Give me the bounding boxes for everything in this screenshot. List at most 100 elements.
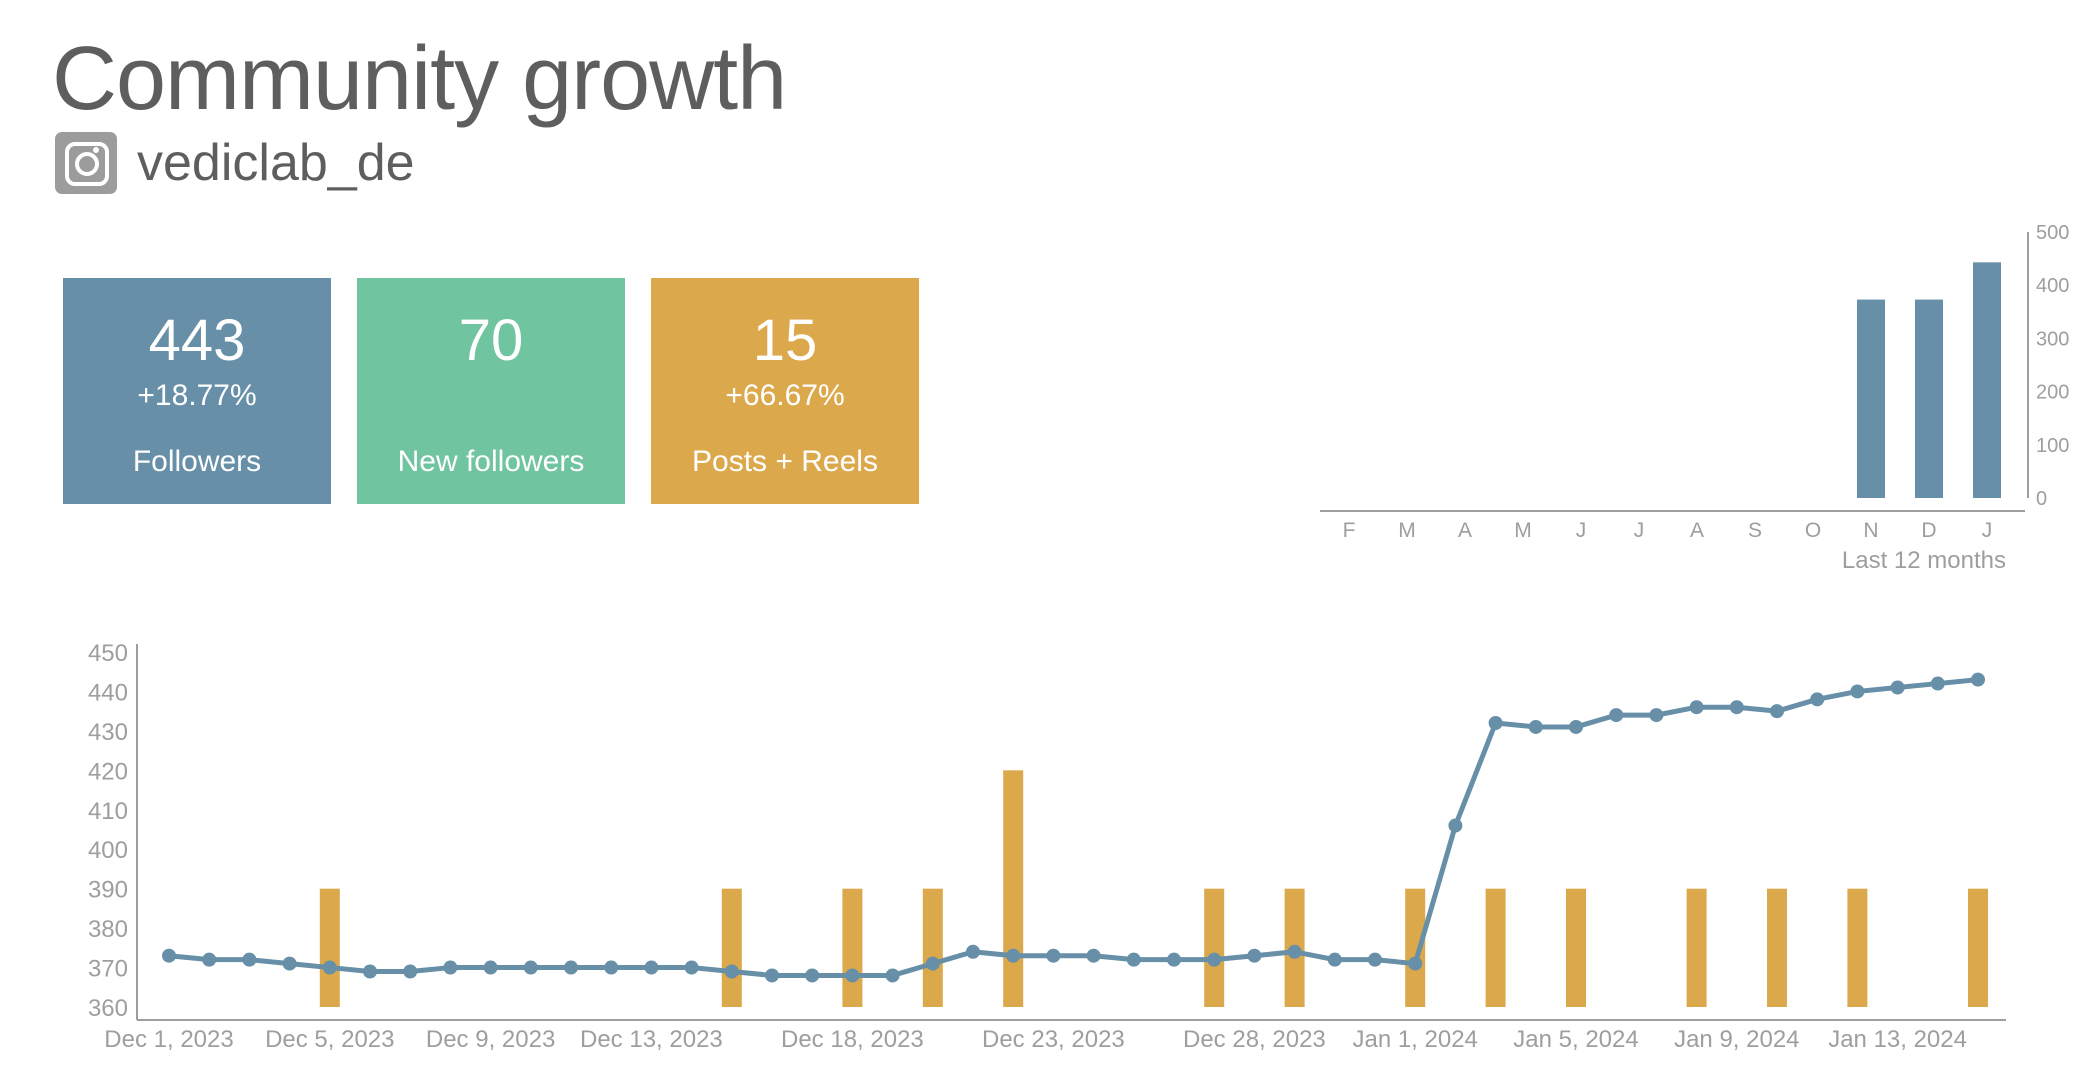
monthly-x-tick-label: F xyxy=(1343,519,1356,542)
posts-label: Posts + Reels xyxy=(692,445,878,478)
followers-point xyxy=(966,944,980,959)
daily-y-tick-label: 390 xyxy=(88,877,128,904)
followers-point xyxy=(1448,818,1463,833)
posts-bar xyxy=(1767,888,1787,1007)
monthly-y-tick-label: 100 xyxy=(2036,435,2069,457)
followers-point xyxy=(322,960,337,975)
followers-point xyxy=(1569,719,1583,734)
followers-point xyxy=(1890,680,1905,695)
followers-change: +18.77% xyxy=(137,379,257,412)
posts-bar xyxy=(1405,888,1426,1007)
followers-point xyxy=(363,964,377,979)
followers-point xyxy=(765,968,779,983)
followers-point xyxy=(1609,708,1624,723)
daily-x-tick-label: Dec 9, 2023 xyxy=(426,1026,555,1053)
monthly-y-tick-label: 500 xyxy=(2036,222,2069,244)
monthly-bar xyxy=(1973,262,2001,498)
instagram-icon xyxy=(55,132,117,194)
daily-x-tick-label: Jan 9, 2024 xyxy=(1674,1026,1799,1053)
posts-bar xyxy=(842,888,863,1007)
monthly-x-tick-label: J xyxy=(1982,519,1993,542)
page-title: Community growth xyxy=(52,29,787,129)
monthly-x-tick-label: D xyxy=(1921,519,1936,542)
posts-bar xyxy=(1686,888,1707,1007)
followers-point xyxy=(1408,956,1423,971)
followers-point xyxy=(644,960,659,975)
monthly-y-tick-label: 200 xyxy=(2036,382,2069,404)
followers-line xyxy=(166,677,1981,978)
monthly-x-tick-label: O xyxy=(1805,519,1821,542)
account-row: vediclab_de xyxy=(55,132,415,194)
followers-point xyxy=(1770,704,1784,719)
followers-point xyxy=(564,960,578,975)
posts-bar xyxy=(1204,888,1225,1007)
followers-point xyxy=(443,960,458,975)
daily-y-tick-label: 420 xyxy=(88,758,128,785)
posts-bar xyxy=(1847,888,1868,1007)
daily-x-tick-label: Dec 28, 2023 xyxy=(1183,1026,1326,1053)
posts-bar xyxy=(1485,888,1506,1007)
followers-point xyxy=(523,960,538,975)
followers-point xyxy=(1207,952,1222,967)
followers-point xyxy=(1006,948,1021,963)
monthly-x-tick-label: M xyxy=(1514,519,1532,542)
daily-x-tick-label: Dec 23, 2023 xyxy=(982,1026,1125,1053)
followers-point xyxy=(202,952,217,967)
followers-point xyxy=(162,948,176,963)
daily-x-tick-label: Dec 1, 2023 xyxy=(104,1026,233,1053)
followers-point xyxy=(1368,952,1382,967)
daily-y-tick-label: 380 xyxy=(88,916,128,943)
followers-point xyxy=(1810,692,1825,707)
new-followers-label: New followers xyxy=(397,445,585,478)
followers-point xyxy=(1528,719,1543,734)
monthly-y-tick-label: 300 xyxy=(2036,328,2069,350)
posts-bar xyxy=(1566,888,1586,1007)
monthly-bar xyxy=(1915,299,1943,498)
followers-point xyxy=(1247,948,1262,963)
posts-bar xyxy=(1968,888,1988,1007)
posts-bar xyxy=(1003,770,1024,1007)
monthly-x-tick-label: A xyxy=(1458,519,1472,542)
daily-x-tick-label: Jan 5, 2024 xyxy=(1513,1026,1638,1053)
account-name: vediclab_de xyxy=(137,134,415,192)
followers-point xyxy=(1086,948,1101,963)
followers-point xyxy=(1850,684,1865,699)
followers-label: Followers xyxy=(132,445,262,478)
daily-y-tick-label: 400 xyxy=(88,837,128,864)
followers-point xyxy=(805,968,820,983)
followers-point xyxy=(242,952,257,967)
daily-y-tick-label: 370 xyxy=(88,956,128,983)
followers-point xyxy=(604,960,619,975)
daily-x-tick-label: Dec 18, 2023 xyxy=(781,1026,924,1053)
followers-point xyxy=(1971,672,1985,687)
daily-y-tick-label: 440 xyxy=(88,679,128,706)
monthly-x-tick-label: M xyxy=(1398,519,1416,542)
posts-bar xyxy=(319,888,340,1007)
followers-point xyxy=(684,960,699,975)
daily-x-tick-label: Dec 13, 2023 xyxy=(580,1026,723,1053)
followers-point xyxy=(282,956,297,971)
daily-y-tick-label: 360 xyxy=(88,995,128,1022)
followers-value: 443 xyxy=(148,308,246,373)
posts-bar xyxy=(922,888,943,1007)
followers-point xyxy=(483,960,498,975)
daily-y-tick-label: 450 xyxy=(88,640,128,667)
followers-point xyxy=(885,968,900,983)
posts-card: 15 +66.67% Posts + Reels xyxy=(651,278,919,504)
monthly-x-tick-label: J xyxy=(1576,519,1587,542)
followers-point xyxy=(1649,708,1664,723)
new-followers-card: 70 New followers xyxy=(357,278,625,504)
followers-point xyxy=(1488,716,1503,730)
monthly-y-tick-label: 0 xyxy=(2036,488,2047,510)
followers-point xyxy=(1167,952,1181,967)
followers-point xyxy=(1689,700,1704,715)
followers-point xyxy=(925,956,940,971)
posts-bar xyxy=(721,888,742,1007)
monthly-x-tick-label: S xyxy=(1748,519,1762,542)
monthly-x-tick-label: A xyxy=(1690,519,1704,542)
followers-point xyxy=(1327,952,1342,967)
followers-point xyxy=(1287,944,1302,959)
monthly-x-tick-label: N xyxy=(1863,519,1878,542)
daily-y-tick-label: 410 xyxy=(88,798,128,825)
